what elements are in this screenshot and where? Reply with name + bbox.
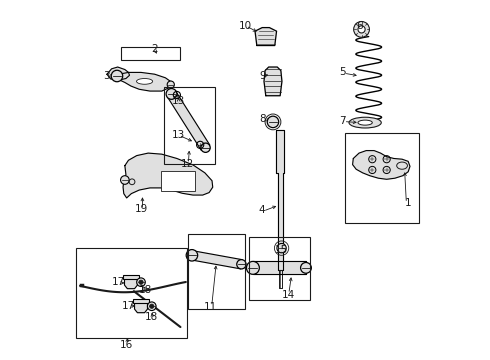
Text: 2: 2 <box>151 44 158 54</box>
Polygon shape <box>135 302 147 313</box>
Text: 11: 11 <box>204 302 218 312</box>
Bar <box>76 248 187 338</box>
Circle shape <box>167 81 174 88</box>
Circle shape <box>147 302 156 311</box>
Ellipse shape <box>137 78 153 84</box>
Circle shape <box>300 262 311 273</box>
Text: 4: 4 <box>259 206 266 216</box>
Circle shape <box>354 22 369 37</box>
Bar <box>248 237 310 300</box>
Bar <box>345 134 419 223</box>
Text: 19: 19 <box>135 204 148 214</box>
Text: 17: 17 <box>122 301 135 311</box>
Text: 8: 8 <box>259 114 266 124</box>
Polygon shape <box>255 28 276 45</box>
Bar <box>164 87 215 164</box>
Circle shape <box>186 249 197 261</box>
Circle shape <box>139 280 143 284</box>
Bar <box>121 47 180 60</box>
Bar <box>188 234 245 309</box>
Polygon shape <box>353 150 410 179</box>
Circle shape <box>237 260 246 269</box>
Circle shape <box>267 116 279 128</box>
Text: 12: 12 <box>181 159 194 169</box>
Circle shape <box>111 70 122 82</box>
Text: 9: 9 <box>259 71 266 81</box>
Text: 5: 5 <box>339 67 346 77</box>
Polygon shape <box>124 278 137 289</box>
Circle shape <box>121 176 129 184</box>
Text: 13: 13 <box>172 96 185 106</box>
Bar <box>133 299 149 303</box>
Polygon shape <box>191 251 242 269</box>
Circle shape <box>149 304 154 309</box>
Bar <box>161 171 195 192</box>
Polygon shape <box>264 67 282 96</box>
Ellipse shape <box>358 120 372 125</box>
Polygon shape <box>276 130 285 270</box>
Text: 18: 18 <box>139 285 152 296</box>
Text: 6: 6 <box>356 21 363 31</box>
Circle shape <box>137 278 146 287</box>
Text: 10: 10 <box>239 21 251 31</box>
Ellipse shape <box>349 117 381 128</box>
Polygon shape <box>107 67 129 80</box>
Polygon shape <box>253 261 306 274</box>
Circle shape <box>246 261 259 274</box>
Text: 14: 14 <box>281 290 294 300</box>
Polygon shape <box>119 72 172 91</box>
Text: 1: 1 <box>405 198 412 208</box>
Text: 3: 3 <box>103 71 110 81</box>
Bar <box>123 275 139 279</box>
Circle shape <box>201 143 210 152</box>
Polygon shape <box>167 91 210 150</box>
Text: 17: 17 <box>112 277 125 287</box>
Text: 18: 18 <box>145 312 158 322</box>
Text: 13: 13 <box>172 130 185 140</box>
Circle shape <box>277 243 286 253</box>
Circle shape <box>358 26 365 33</box>
Circle shape <box>166 89 177 99</box>
Text: 15: 15 <box>275 245 289 255</box>
Text: 16: 16 <box>120 340 133 350</box>
Text: 7: 7 <box>339 116 346 126</box>
Polygon shape <box>123 153 213 198</box>
